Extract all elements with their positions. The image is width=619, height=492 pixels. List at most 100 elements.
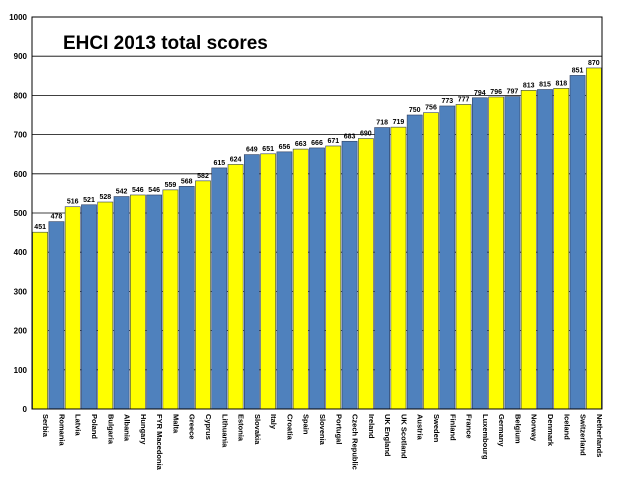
x-category-labels: Serbia Romania Latvia Poland Bulgaria Albania… (41, 414, 604, 471)
bar (423, 112, 439, 410)
bar (81, 204, 97, 410)
y-tick-label: 900 (14, 52, 28, 61)
chart-title: EHCI 2013 total scores (63, 33, 268, 54)
data-label: 656 (279, 144, 291, 151)
y-tick-label: 600 (14, 170, 28, 179)
plot-border (31, 16, 603, 410)
bar (113, 196, 130, 410)
bar (162, 189, 179, 410)
x-category-label: Norway (530, 414, 539, 442)
data-label: 756 (425, 105, 437, 112)
x-category-label: Belgium (513, 414, 522, 444)
data-label: 582 (197, 173, 209, 180)
bar (520, 90, 537, 410)
y-tick-labels: 0 100 200 300 400 500 600 700 800 900 1000 (9, 13, 27, 414)
y-tick-label: 300 (14, 287, 28, 296)
data-label: 663 (295, 141, 307, 148)
bar (406, 114, 423, 410)
x-category-label: Romania (57, 414, 66, 447)
bar (553, 88, 570, 410)
bar (146, 194, 163, 410)
data-label: 568 (181, 178, 193, 185)
x-category-label: Slovenia (318, 414, 327, 446)
bar (129, 194, 146, 410)
data-label: 683 (344, 133, 356, 140)
x-category-label: Germany (497, 414, 506, 447)
x-category-label: Serbia (41, 414, 50, 438)
bar (48, 221, 65, 410)
bar (488, 96, 505, 410)
data-labels: 451 478 516 521 528 542 546 546 559 568 582 615 624 6… (34, 60, 600, 231)
y-tick-label: 200 (14, 327, 28, 336)
data-label: 546 (148, 187, 160, 194)
y-tick-label: 1000 (9, 13, 27, 22)
data-label: 718 (376, 120, 388, 127)
bar (537, 89, 553, 410)
data-label: 615 (213, 160, 225, 167)
data-label: 773 (441, 98, 453, 105)
data-label: 451 (34, 224, 46, 231)
x-category-label: Bulgaria (106, 414, 115, 445)
x-category-label: Latvia (74, 414, 83, 437)
x-category-label: Italy (269, 414, 278, 430)
x-category-label: Lithuania (220, 414, 229, 448)
bars (32, 67, 602, 410)
x-category-label: Netherlands (595, 414, 604, 457)
data-label: 542 (116, 189, 128, 196)
x-category-label: Hungary (139, 414, 148, 445)
bar (569, 75, 586, 410)
x-category-label: UK England (383, 414, 392, 457)
data-label: 815 (539, 82, 551, 89)
bar (374, 127, 391, 410)
x-category-label: Denmark (546, 414, 555, 447)
x-category-label: Greece (188, 414, 197, 439)
data-label: 516 (67, 199, 79, 206)
data-label: 690 (360, 131, 372, 138)
bar (292, 148, 309, 410)
x-category-label: Malta (171, 414, 180, 434)
data-label: 777 (458, 96, 470, 103)
x-category-label: Austria (416, 414, 425, 441)
x-category-label: Finland (448, 414, 457, 441)
data-label: 546 (132, 187, 144, 194)
y-tick-label: 400 (14, 248, 28, 257)
bar (439, 105, 456, 410)
x-category-label: Spain (302, 414, 311, 435)
bar (32, 231, 49, 410)
bar (341, 140, 358, 410)
data-label: 651 (262, 146, 274, 153)
x-category-label: Sweden (432, 414, 441, 443)
data-label: 796 (490, 89, 502, 96)
data-label: 528 (99, 194, 111, 201)
bar (97, 201, 114, 410)
bar (585, 67, 602, 410)
x-category-label: France (465, 414, 474, 439)
data-label: 478 (51, 214, 63, 221)
x-category-label: Albania (123, 414, 132, 442)
data-label: 750 (409, 107, 421, 114)
y-tick-label: 800 (14, 91, 28, 100)
data-label: 719 (393, 119, 405, 126)
data-label: 671 (327, 138, 339, 145)
x-category-label: Switzerland (579, 414, 588, 456)
data-label: 521 (83, 197, 95, 204)
bar (471, 97, 488, 410)
data-label: 666 (311, 140, 323, 147)
x-category-label: Czech Republic (351, 414, 360, 470)
bar (309, 147, 325, 410)
data-label: 649 (246, 147, 258, 154)
bar (260, 153, 277, 410)
data-label: 794 (474, 90, 486, 97)
x-category-label: Estonia (237, 414, 246, 442)
y-tick-label: 500 (14, 209, 28, 218)
data-label: 813 (523, 82, 535, 89)
bar (178, 186, 195, 410)
x-category-label: Slovakia (253, 414, 262, 445)
x-category-label: Ireland (367, 414, 376, 439)
bar (390, 126, 407, 410)
bar (64, 206, 81, 410)
x-category-label: Luxembourg (481, 414, 490, 460)
x-category-label: UK Scotland (399, 414, 408, 459)
data-label: 818 (555, 80, 567, 87)
x-category-label: Portugal (334, 414, 343, 444)
